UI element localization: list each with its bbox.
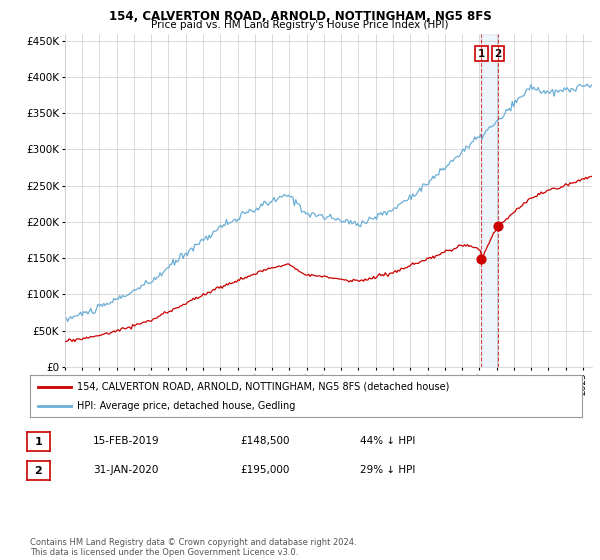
Text: Price paid vs. HM Land Registry's House Price Index (HPI): Price paid vs. HM Land Registry's House … bbox=[151, 20, 449, 30]
Point bbox=[476, 255, 486, 264]
Text: 44% ↓ HPI: 44% ↓ HPI bbox=[360, 436, 415, 446]
Text: £195,000: £195,000 bbox=[240, 465, 289, 475]
Text: Contains HM Land Registry data © Crown copyright and database right 2024.
This d: Contains HM Land Registry data © Crown c… bbox=[30, 538, 356, 557]
Text: 2: 2 bbox=[494, 49, 502, 59]
Text: 154, CALVERTON ROAD, ARNOLD, NOTTINGHAM, NG5 8FS: 154, CALVERTON ROAD, ARNOLD, NOTTINGHAM,… bbox=[109, 10, 491, 23]
Text: 1: 1 bbox=[35, 437, 42, 447]
Text: 15-FEB-2019: 15-FEB-2019 bbox=[93, 436, 160, 446]
Text: 31-JAN-2020: 31-JAN-2020 bbox=[93, 465, 158, 475]
Bar bbox=[481, 34, 498, 367]
Text: 29% ↓ HPI: 29% ↓ HPI bbox=[360, 465, 415, 475]
Text: 1: 1 bbox=[478, 49, 485, 59]
Text: 2: 2 bbox=[35, 466, 42, 476]
Text: HPI: Average price, detached house, Gedling: HPI: Average price, detached house, Gedl… bbox=[77, 401, 295, 411]
Point bbox=[493, 221, 503, 230]
Text: 154, CALVERTON ROAD, ARNOLD, NOTTINGHAM, NG5 8FS (detached house): 154, CALVERTON ROAD, ARNOLD, NOTTINGHAM,… bbox=[77, 381, 449, 391]
Text: £148,500: £148,500 bbox=[240, 436, 290, 446]
